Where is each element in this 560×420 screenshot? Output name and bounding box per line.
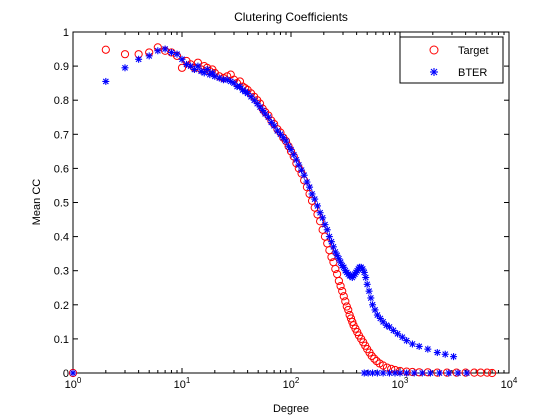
data-point	[362, 274, 369, 281]
chart-title: Clutering Coefficients	[234, 10, 348, 24]
y-tick-label: 0.5	[54, 198, 69, 210]
data-point	[122, 64, 129, 71]
data-point	[364, 281, 371, 288]
y-tick-label: 0.1	[54, 334, 69, 346]
data-point	[162, 46, 169, 53]
y-tick-label: 1	[63, 27, 69, 39]
data-point	[427, 370, 434, 377]
y-tick-label: 0.3	[54, 266, 69, 278]
x-axis-title: Degree	[273, 403, 309, 415]
data-point	[168, 49, 175, 56]
data-point	[146, 52, 153, 59]
data-point	[445, 370, 452, 377]
data-point	[366, 288, 373, 295]
data-point	[324, 226, 331, 233]
data-point	[450, 353, 457, 360]
data-point	[70, 370, 77, 377]
data-point	[409, 341, 416, 348]
data-point	[434, 349, 441, 356]
data-point	[361, 269, 368, 276]
y-tick-label: 0.8	[54, 95, 69, 107]
legend: Target BTER	[400, 37, 503, 83]
legend-box	[400, 37, 503, 83]
y-tick-label: 0.6	[54, 163, 69, 175]
data-point	[403, 337, 410, 344]
data-point	[403, 370, 410, 377]
data-point	[399, 334, 406, 341]
data-point	[419, 370, 426, 377]
legend-marker-bter	[430, 68, 438, 76]
data-point	[454, 370, 461, 377]
data-point	[397, 370, 404, 377]
data-point	[311, 196, 318, 203]
data-point	[301, 172, 308, 179]
y-tick-label: 0.9	[54, 61, 69, 73]
data-point	[306, 184, 313, 191]
data-point	[442, 351, 449, 358]
data-point	[319, 214, 326, 221]
data-point	[314, 202, 321, 209]
legend-label-bter: BTER	[458, 67, 487, 79]
y-axis-title: Mean CC	[31, 179, 43, 226]
data-point	[463, 370, 470, 377]
data-point	[424, 346, 431, 353]
data-point	[411, 370, 418, 377]
y-tick-label: 0.7	[54, 129, 69, 141]
legend-label-target: Target	[458, 45, 489, 57]
data-point	[416, 343, 423, 350]
data-point	[194, 63, 201, 70]
data-point	[271, 122, 278, 129]
data-point	[154, 47, 161, 54]
data-point	[174, 51, 181, 58]
data-point	[367, 294, 374, 301]
data-point	[102, 78, 109, 85]
y-tick-label: 0.2	[54, 300, 69, 312]
y-tick-label: 0.4	[54, 232, 69, 244]
data-point	[135, 56, 142, 63]
data-point	[436, 370, 443, 377]
data-point	[394, 330, 401, 337]
data-point	[380, 370, 387, 377]
